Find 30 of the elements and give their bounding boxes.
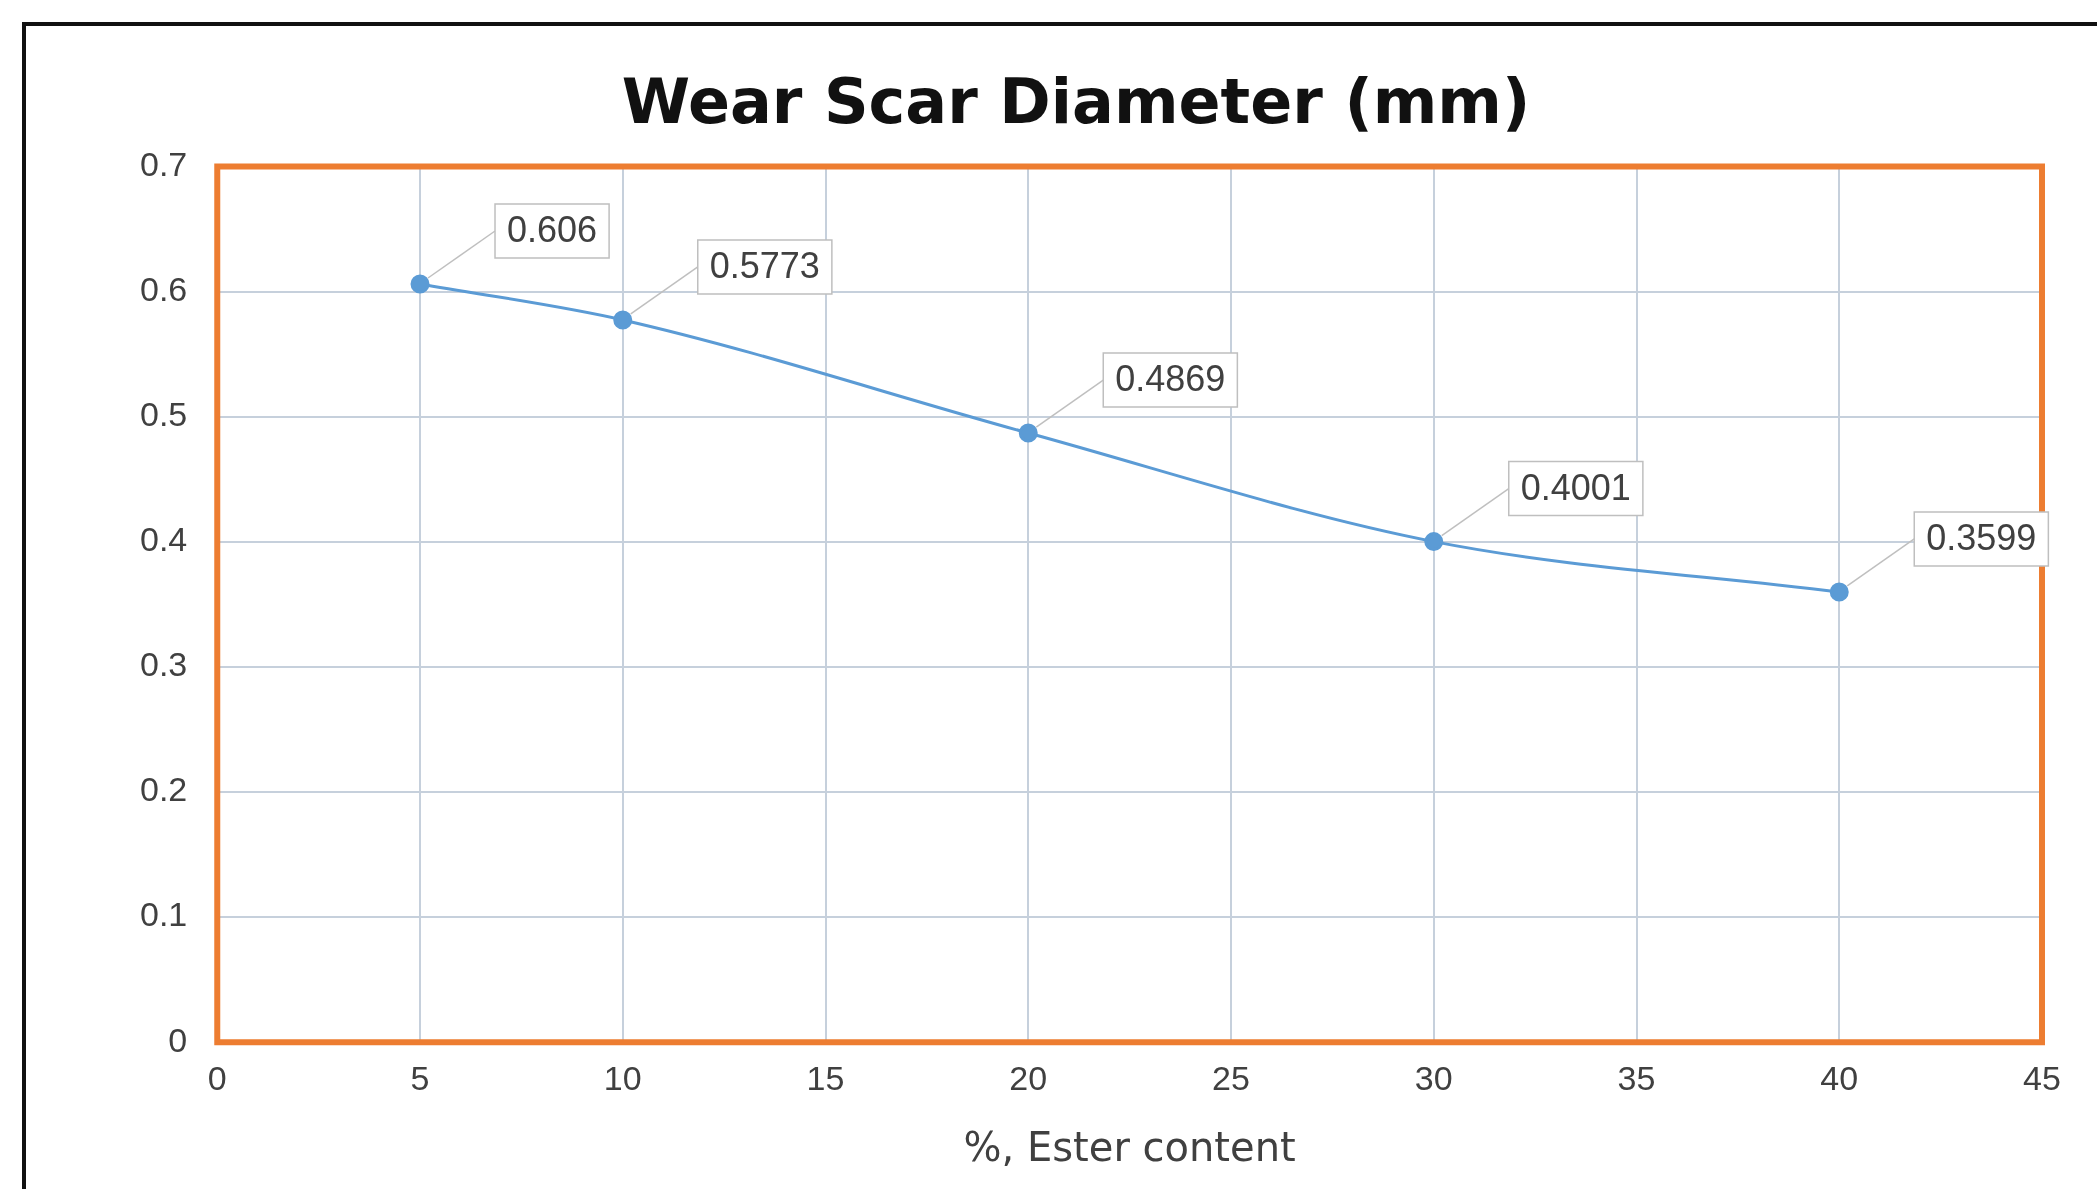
x-tick-label: 5 <box>410 1058 430 1097</box>
data-label: 0.3599 <box>1926 516 2037 558</box>
point <box>410 274 430 294</box>
y-tick-label: 0.5 <box>140 395 188 433</box>
data-label: 0.4001 <box>1520 466 1631 508</box>
y-tick-label: 0.2 <box>140 770 188 809</box>
x-tick-label: 35 <box>1617 1058 1656 1097</box>
x-tick-label: 20 <box>1009 1058 1048 1097</box>
x-tick-label: 0 <box>207 1058 227 1097</box>
point <box>1424 532 1444 552</box>
x-tick-label: 10 <box>603 1058 642 1097</box>
point <box>1829 582 1849 602</box>
data-label: 0.5773 <box>709 244 820 286</box>
chart-title: Wear Scar Diameter (mm) <box>621 65 1531 139</box>
x-tick-label: 40 <box>1820 1058 1859 1097</box>
y-tick-label: 0.6 <box>140 269 188 308</box>
y-tick-label: 0.7 <box>140 144 188 183</box>
y-tick-label: 0 <box>168 1020 188 1059</box>
x-axis-title: %, Ester content <box>963 1124 1296 1171</box>
data-label: 0.4869 <box>1115 357 1226 399</box>
x-tick-label: 45 <box>2023 1058 2061 1097</box>
point <box>1018 423 1038 443</box>
y-tick-label: 0.1 <box>140 895 188 934</box>
y-tick-label: 0.3 <box>140 645 188 684</box>
x-tick-label: 15 <box>806 1058 845 1097</box>
y-tick-label: 0.4 <box>140 520 188 559</box>
x-tick-label: 30 <box>1414 1058 1453 1097</box>
data-label: 0.606 <box>507 208 598 250</box>
x-tick-label: 25 <box>1212 1058 1250 1097</box>
point <box>613 310 633 330</box>
